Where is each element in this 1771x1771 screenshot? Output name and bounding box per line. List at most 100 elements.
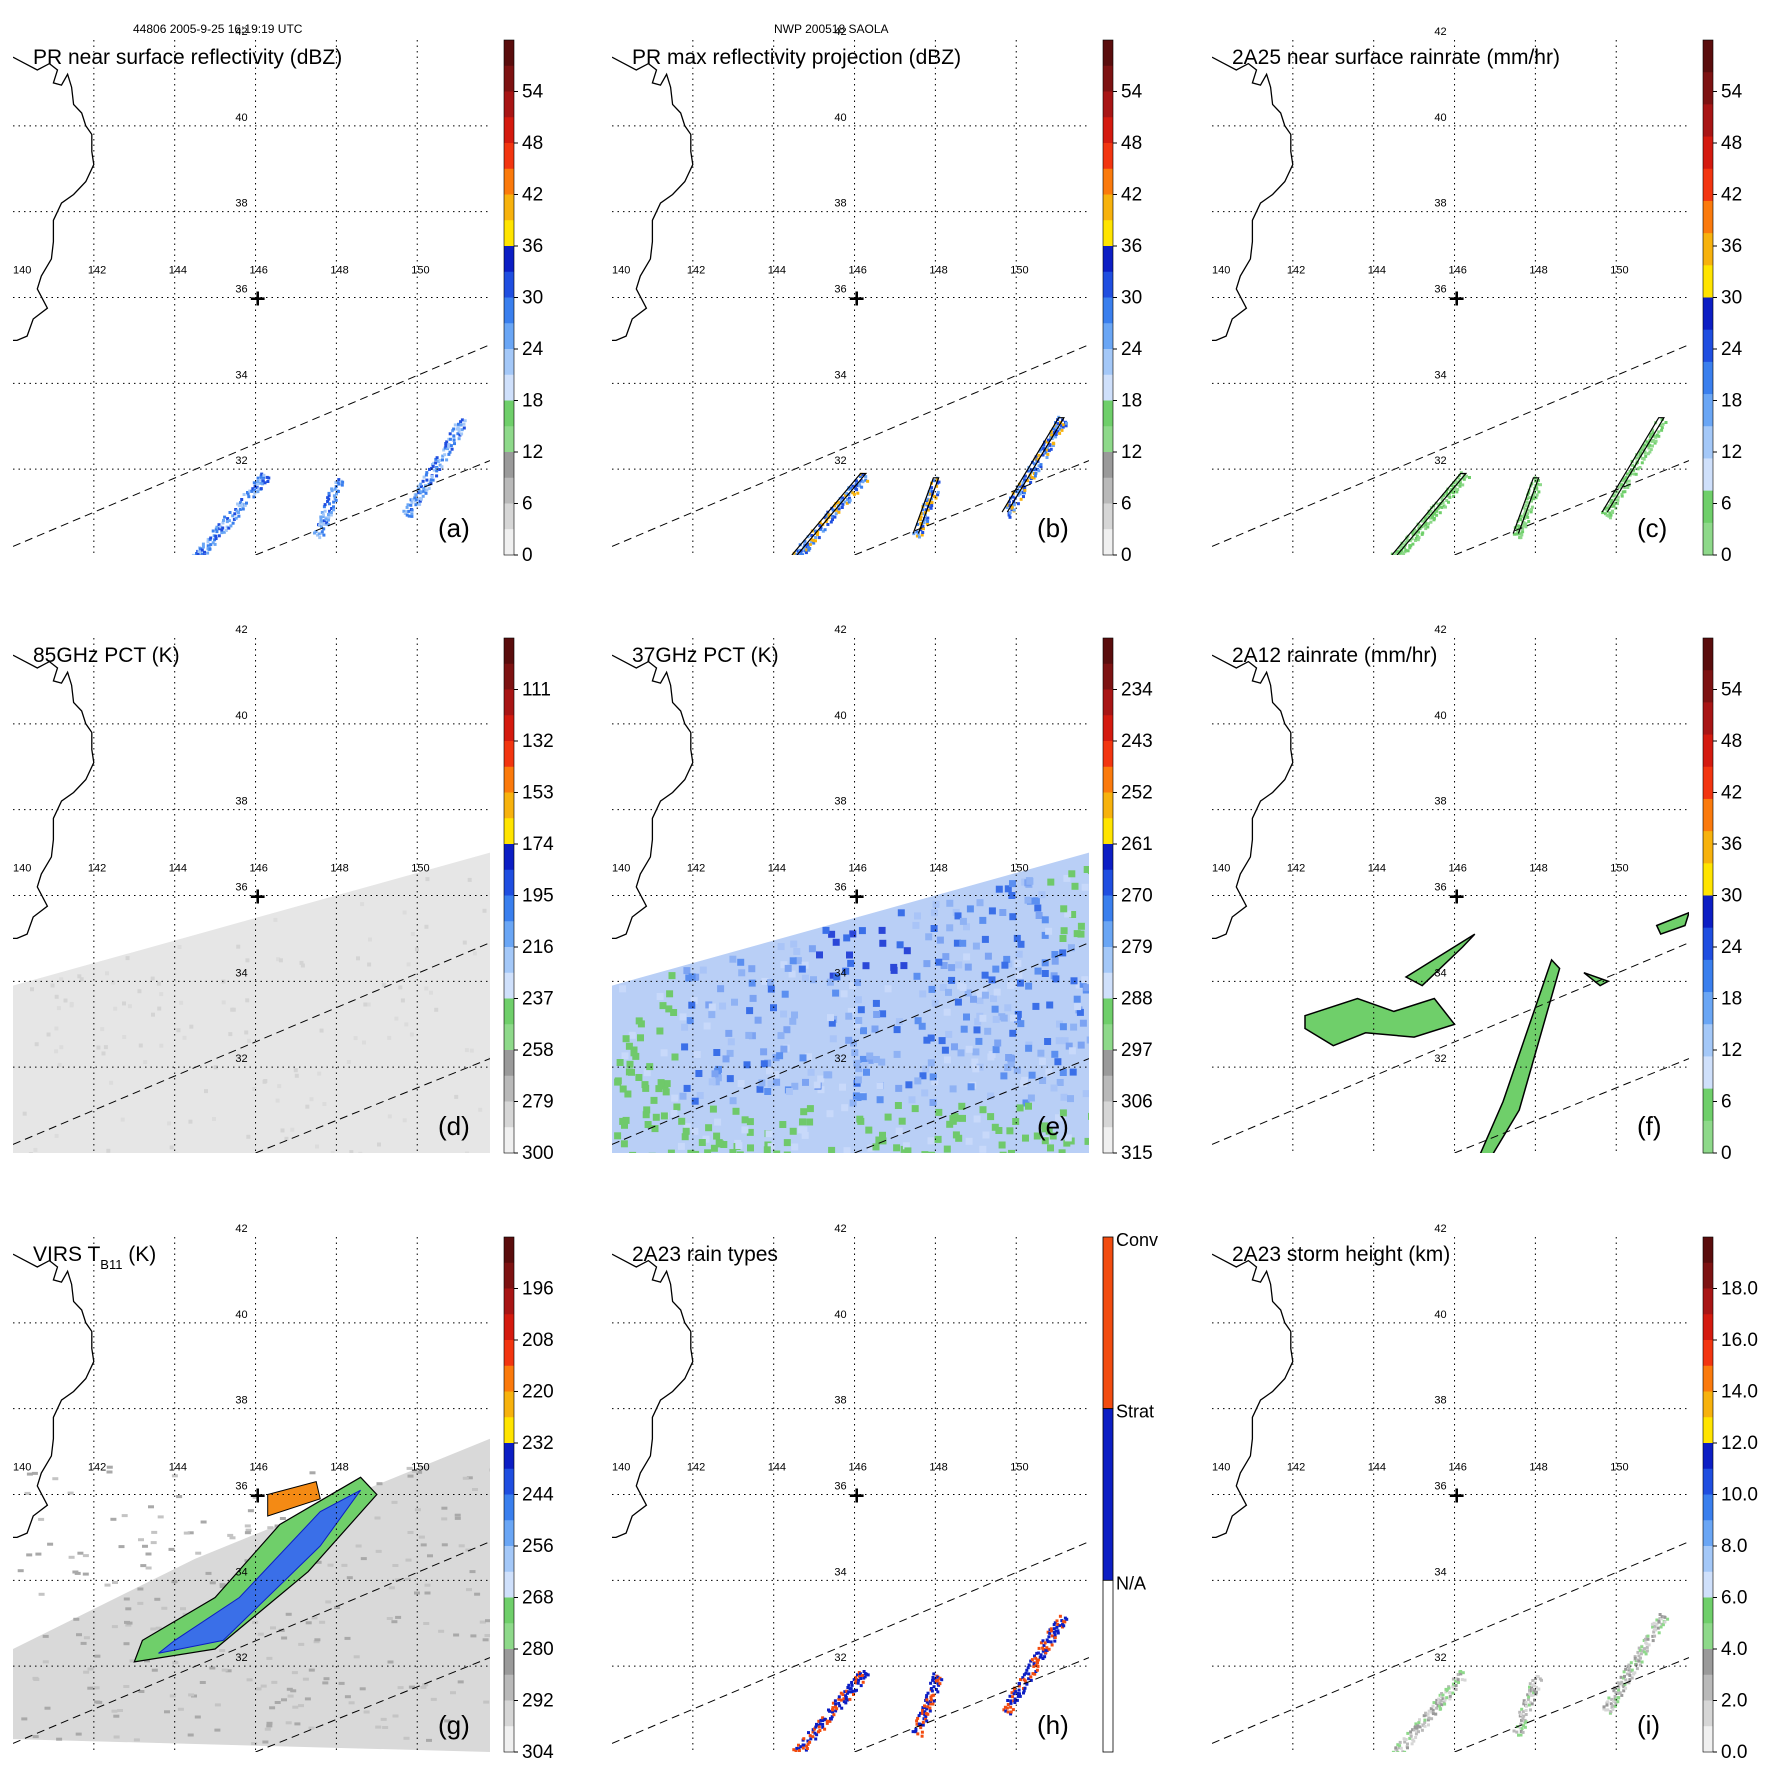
rain-pixel	[1462, 477, 1466, 481]
rain-pixel	[1003, 1705, 1007, 1709]
pct37-pixel	[737, 958, 745, 966]
pct85-pixel	[156, 981, 161, 986]
virs-pixel	[199, 1681, 206, 1684]
rain-pixel	[938, 1676, 942, 1680]
rain-pixel	[1456, 1678, 1460, 1682]
pct37-pixel	[629, 1151, 637, 1153]
pct37-pixel	[777, 1032, 785, 1040]
rain-pixel	[861, 1674, 864, 1677]
pct37-pixel	[622, 1035, 630, 1043]
lat-tick-label: 38	[235, 198, 247, 210]
pct85-pixel	[402, 1118, 407, 1123]
virs-pixel	[219, 1583, 226, 1587]
lat-tick-label: 36	[1434, 882, 1446, 894]
virs-pixel	[418, 1535, 425, 1539]
rain-pixel	[837, 500, 841, 504]
rain-pixel	[925, 1694, 929, 1698]
pct37-pixel	[952, 1131, 960, 1139]
rain-pixel	[1520, 1718, 1523, 1722]
colorbar-tick-label: 18	[522, 391, 543, 412]
lat-tick-label: 32	[235, 455, 247, 467]
pct37-pixel	[1009, 880, 1016, 888]
rain-pixel	[329, 511, 333, 514]
pct37-pixel	[682, 1127, 690, 1135]
pct37-pixel	[1037, 1049, 1045, 1057]
pct37-pixel	[716, 1140, 724, 1148]
rain-pixel	[806, 1742, 810, 1746]
pct37-pixel	[705, 1001, 713, 1009]
rain-pixel	[1042, 1643, 1046, 1647]
rain-pixel	[920, 1734, 924, 1738]
rain-pixel	[416, 487, 420, 490]
rain-pixel	[929, 1702, 933, 1706]
rain-pixel	[330, 487, 334, 491]
rain-pixel	[1009, 1710, 1013, 1714]
rain-pixel	[848, 498, 852, 502]
rain-pixel	[1448, 1694, 1452, 1698]
rain-pixel	[1442, 1701, 1446, 1704]
rain-pixel	[1660, 1615, 1664, 1619]
rain-pixel	[1645, 1642, 1649, 1646]
rain-pixel	[1601, 511, 1605, 515]
lon-tick-label: 146	[849, 265, 867, 277]
rain-pixel	[852, 1678, 856, 1682]
rain-pixel	[1642, 1650, 1646, 1654]
virs-pixel	[140, 1564, 147, 1568]
virs-pixel	[38, 1517, 45, 1521]
pct85-pixel	[167, 1121, 172, 1126]
pct37-pixel	[794, 957, 802, 965]
colorbar-tick-label: 48	[1721, 133, 1742, 154]
lon-tick-label: 142	[687, 1462, 705, 1474]
rain-pixel	[1008, 515, 1012, 519]
rain-pixel	[1409, 1730, 1413, 1734]
rain-pixel	[1013, 1698, 1017, 1702]
virs-pixel	[490, 1496, 496, 1499]
rain-pixel	[1048, 443, 1052, 447]
rain-pixel	[844, 1694, 848, 1698]
pct37-pixel	[1051, 951, 1059, 958]
lat-tick-label: 40	[235, 112, 247, 124]
rain-pixel	[1643, 1637, 1647, 1641]
virs-pixel	[35, 1552, 42, 1556]
pct37-pixel	[963, 953, 971, 961]
virs-pixel	[380, 1717, 387, 1721]
virs-pixel	[26, 1553, 33, 1557]
lat-tick-label: 36	[235, 1481, 247, 1493]
pct37-pixel	[783, 1026, 791, 1034]
rain-pixel	[1652, 1621, 1656, 1625]
rain-pixel	[1642, 457, 1646, 461]
pct85-pixel	[356, 956, 360, 961]
lon-tick-label: 146	[1449, 1462, 1467, 1474]
rain-pixel	[1653, 1634, 1657, 1638]
pct37-pixel	[1073, 930, 1081, 938]
pct85-pixel	[377, 1142, 381, 1147]
colorbar-segment	[504, 972, 514, 1000]
rain-pixel	[1522, 1724, 1526, 1728]
pct85-pixel	[56, 1006, 61, 1011]
rain-pixel	[1651, 1639, 1655, 1643]
rain-pixel	[405, 505, 409, 509]
lon-tick-label: 150	[1010, 1462, 1028, 1474]
rain-contour	[1601, 417, 1665, 513]
rain-pixel	[1638, 1648, 1642, 1652]
pct85-pixel	[346, 1060, 351, 1064]
rain-pixel	[1529, 1708, 1532, 1712]
rain-pixel	[929, 1687, 933, 1690]
rain-pixel	[327, 497, 331, 501]
pct37-pixel	[655, 1085, 663, 1093]
pct37-pixel	[849, 1099, 857, 1107]
pct37-pixel	[756, 1085, 764, 1093]
rain-pixel	[923, 1704, 926, 1708]
lon-tick-label: 150	[411, 1462, 429, 1474]
rain-pixel	[447, 445, 451, 449]
colorbar-segment	[504, 246, 514, 273]
rain-pixel	[222, 518, 225, 522]
rain-pixel	[1440, 498, 1444, 502]
rain-pixel	[1534, 1677, 1538, 1681]
pct37-pixel	[729, 955, 737, 963]
rain-pixel	[1056, 1623, 1060, 1626]
virs-pixel	[267, 1526, 274, 1530]
pct37-pixel	[659, 1002, 667, 1010]
virs-pixel	[338, 1681, 345, 1685]
